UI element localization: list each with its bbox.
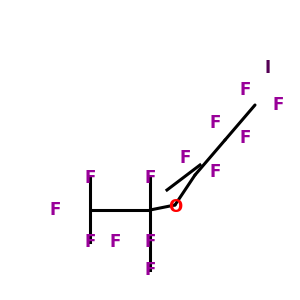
- Text: F: F: [239, 129, 251, 147]
- Text: F: F: [109, 233, 121, 251]
- Text: F: F: [49, 201, 61, 219]
- Text: F: F: [84, 169, 96, 187]
- Text: F: F: [179, 149, 191, 167]
- Text: F: F: [144, 169, 156, 187]
- Text: F: F: [209, 163, 221, 181]
- Text: O: O: [168, 198, 182, 216]
- Text: F: F: [272, 96, 284, 114]
- Text: F: F: [84, 233, 96, 251]
- Text: F: F: [144, 233, 156, 251]
- Text: I: I: [265, 59, 271, 77]
- Text: F: F: [239, 81, 251, 99]
- Text: F: F: [209, 114, 221, 132]
- Text: F: F: [144, 261, 156, 279]
